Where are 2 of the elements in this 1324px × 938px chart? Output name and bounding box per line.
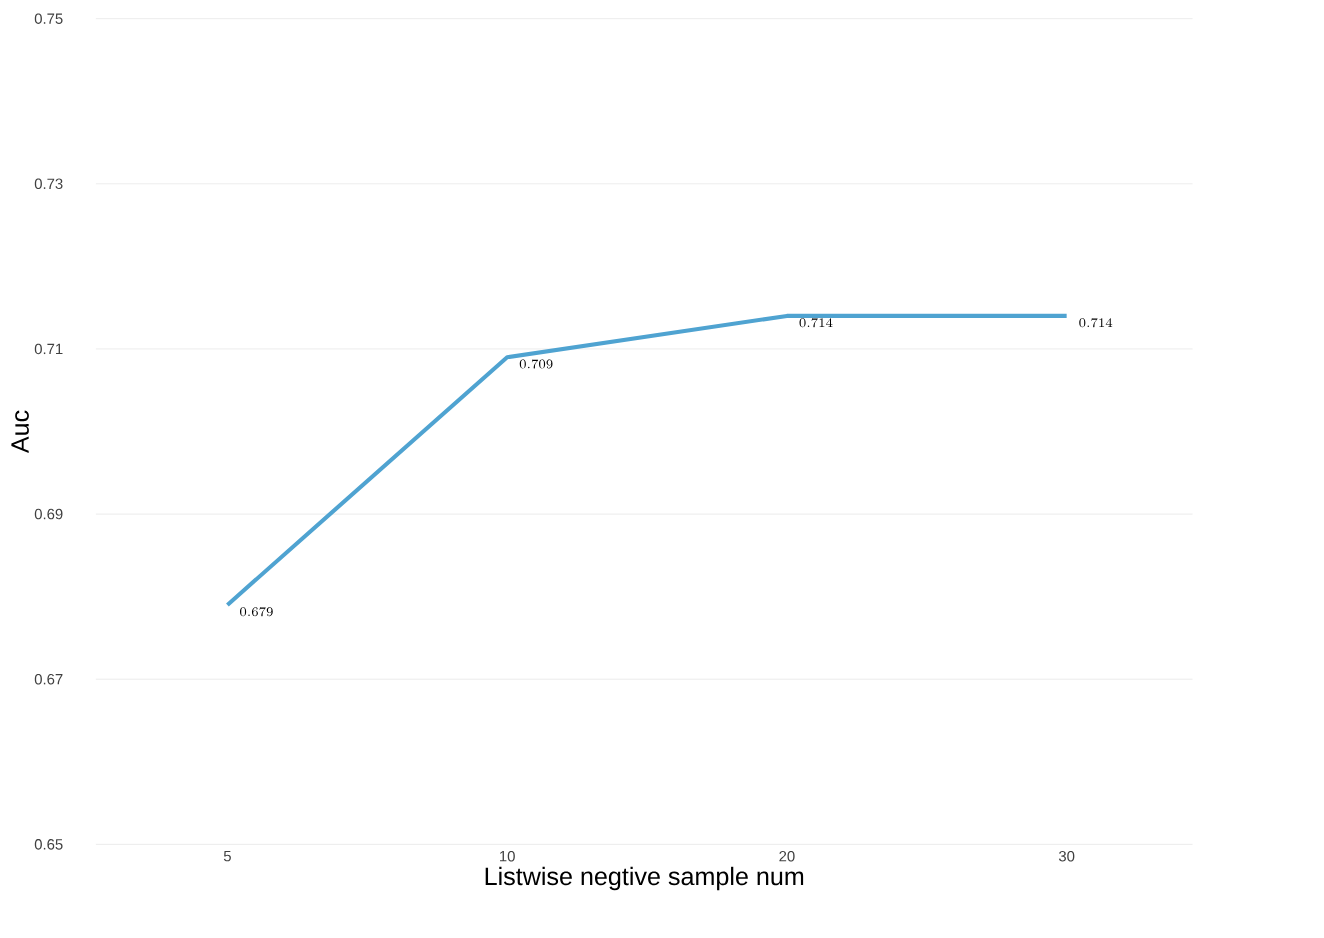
y-axis-title: Auc [11,410,29,454]
x-axis-title: Listwise negtive sample num [485,866,804,891]
